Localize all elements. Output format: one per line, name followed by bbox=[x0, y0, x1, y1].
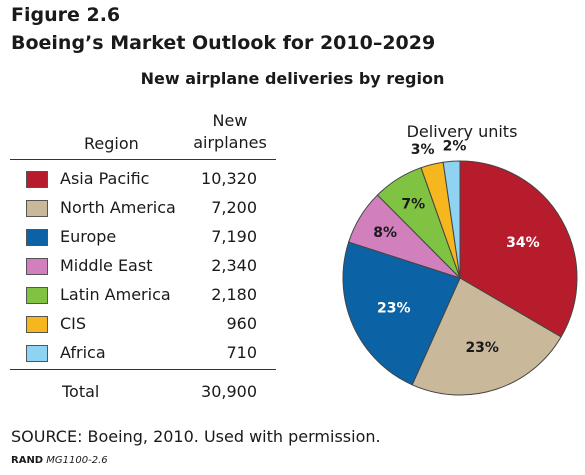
pie-percent-label: 7% bbox=[401, 197, 425, 213]
legend-swatch bbox=[26, 229, 48, 246]
pie-title: Delivery units bbox=[406, 122, 518, 141]
legend-row: North America 7,200 bbox=[0, 196, 285, 222]
legend-swatch bbox=[26, 345, 48, 362]
legend-row: CIS 960 bbox=[0, 312, 285, 338]
legend-value: 960 bbox=[226, 314, 257, 333]
total-rule bbox=[10, 369, 276, 370]
legend-swatch bbox=[26, 316, 48, 333]
legend-row: Middle East 2,340 bbox=[0, 254, 285, 280]
header-count: New airplanes bbox=[188, 110, 272, 154]
legend-swatch bbox=[26, 287, 48, 304]
pie-slice bbox=[342, 241, 461, 386]
pie-slice bbox=[459, 160, 578, 338]
legend-label: Europe bbox=[60, 227, 117, 246]
pie-percent-label: 3% bbox=[411, 142, 435, 158]
total-label: Total bbox=[62, 382, 100, 401]
legend-swatch bbox=[26, 258, 48, 275]
legend-label: Africa bbox=[60, 343, 106, 362]
figure-label: Figure 2.6 bbox=[11, 4, 121, 26]
pie-percent-label: 2% bbox=[443, 138, 467, 154]
footer-org: RAND bbox=[11, 455, 44, 466]
pie-slice bbox=[442, 160, 461, 279]
legend-row: Africa 710 bbox=[0, 341, 285, 367]
legend-label: North America bbox=[60, 198, 176, 217]
legend-row: Europe 7,190 bbox=[0, 225, 285, 251]
figure-subtitle: New airplane deliveries by region bbox=[140, 69, 445, 88]
legend-value: 710 bbox=[226, 343, 257, 362]
legend-value: 7,190 bbox=[211, 227, 257, 246]
pie-percent-label: 34% bbox=[506, 235, 540, 251]
total-row: Total 30,900 bbox=[0, 380, 285, 406]
pie-slice bbox=[411, 277, 562, 396]
header-count-line1: New bbox=[212, 111, 248, 130]
pie-percent-label: 23% bbox=[377, 301, 411, 317]
source-note: SOURCE: Boeing, 2010. Used with permissi… bbox=[11, 427, 381, 446]
total-value: 30,900 bbox=[201, 382, 257, 401]
legend-value: 2,340 bbox=[211, 256, 257, 275]
legend-label: Middle East bbox=[60, 256, 153, 275]
figure-title: Boeing’s Market Outlook for 2010–2029 bbox=[11, 32, 436, 54]
legend-row: Asia Pacific 10,320 bbox=[0, 167, 285, 193]
legend-value: 2,180 bbox=[211, 285, 257, 304]
legend-value: 7,200 bbox=[211, 198, 257, 217]
legend-label: Asia Pacific bbox=[60, 169, 150, 188]
legend-swatch bbox=[26, 200, 48, 217]
legend-label: Latin America bbox=[60, 285, 171, 304]
header-rule bbox=[10, 159, 276, 160]
footer-doc: MG1100-2.6 bbox=[46, 455, 108, 466]
header-count-line2: airplanes bbox=[193, 133, 267, 152]
legend-value: 10,320 bbox=[201, 169, 257, 188]
pie-percent-label: 8% bbox=[373, 225, 397, 241]
legend-swatch bbox=[26, 171, 48, 188]
pie-percent-label: 23% bbox=[465, 340, 499, 356]
header-region: Region bbox=[84, 134, 139, 153]
legend-row: Latin America 2,180 bbox=[0, 283, 285, 309]
rand-footer: RAND MG1100-2.6 bbox=[11, 455, 108, 466]
legend-label: CIS bbox=[60, 314, 87, 333]
